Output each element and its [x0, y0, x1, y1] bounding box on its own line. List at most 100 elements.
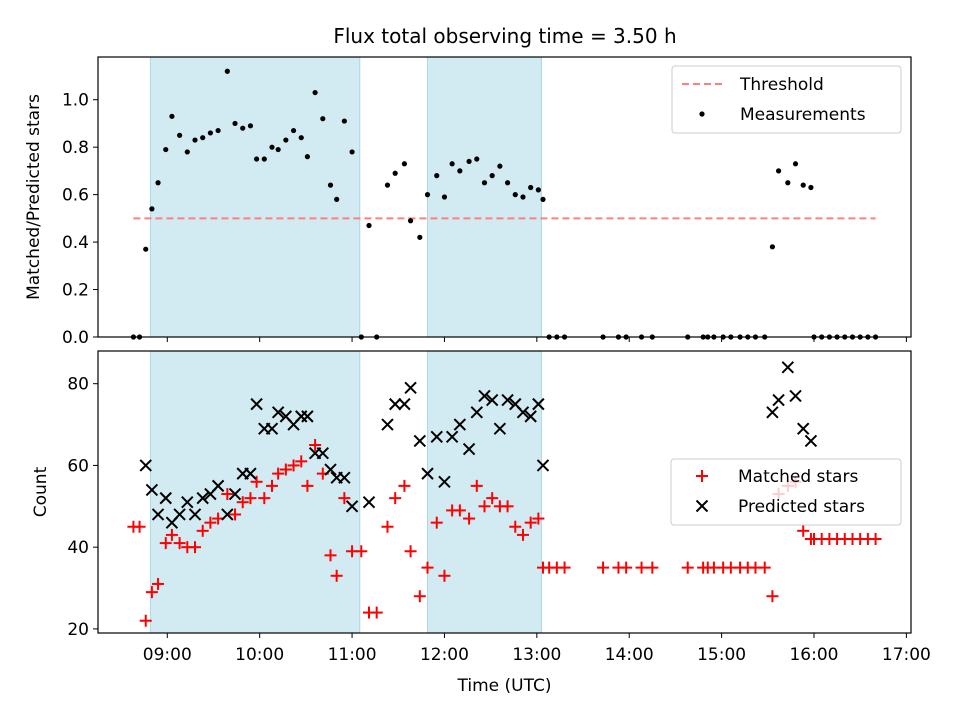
cross-stroke-b	[485, 393, 499, 407]
matched-star-point	[287, 459, 300, 472]
x-tick-label: 09:00	[143, 645, 192, 665]
measurement-point	[528, 184, 534, 191]
matched-star-point	[524, 516, 537, 529]
cross-stroke-b	[509, 397, 522, 411]
measurement-point	[769, 244, 776, 250]
predicted-star-point	[159, 491, 172, 505]
matched-star-point	[413, 590, 426, 603]
cross-stroke-b	[345, 500, 359, 513]
legend-measurements-label: Measurements	[740, 105, 866, 125]
cross-stroke-b	[501, 393, 514, 407]
measurement-point	[304, 154, 311, 160]
measurement-point	[424, 192, 431, 198]
predicted-star-point	[453, 418, 467, 431]
measurement-point	[275, 146, 281, 153]
predicted-star-point	[324, 463, 337, 476]
legend-cross-mark	[695, 499, 709, 513]
y-tick-label: 60	[67, 456, 89, 476]
x-tick-label: 13:00	[512, 645, 561, 665]
measurement-point	[785, 180, 791, 186]
predicted-star-point	[173, 508, 186, 521]
predicted-star-point	[445, 430, 459, 444]
matched-star-point	[509, 520, 522, 533]
measurement-point	[184, 149, 190, 155]
shaded-interval-1	[149, 56, 361, 338]
cross-stroke-b	[221, 508, 234, 521]
matched-star-point	[258, 492, 271, 505]
measurement-point	[366, 222, 372, 229]
bottom-legend: Matched stars Predicted stars	[670, 458, 902, 526]
matched-star-point	[145, 586, 158, 599]
legend-predicted-swatch	[695, 499, 709, 513]
cross-stroke-b	[151, 508, 165, 521]
predicted-star-point	[381, 418, 394, 431]
predicted-star-point	[145, 483, 159, 497]
cross-stroke-b	[493, 422, 507, 435]
measurement-point	[320, 116, 326, 122]
legend-predicted-label: Predicted stars	[738, 497, 865, 517]
measurement-point	[540, 196, 546, 202]
measurement-point	[290, 127, 297, 134]
predicted-star-point	[228, 487, 242, 501]
matched-star-point	[279, 463, 292, 476]
cross-stroke-b	[470, 406, 483, 419]
measurement-point	[417, 234, 423, 240]
measurement-point	[800, 182, 806, 188]
measurement-point	[177, 132, 183, 138]
matched-star-point	[295, 455, 308, 468]
measurement-point	[327, 182, 334, 188]
y-tick-label: 20	[67, 620, 89, 640]
predicted-star-point	[221, 508, 234, 521]
predicted-star-point	[438, 475, 451, 488]
measurement-point	[253, 156, 260, 162]
cross-stroke-b	[430, 430, 443, 444]
predicted-star-point	[196, 491, 209, 505]
predicted-star-point	[772, 393, 785, 407]
cross-stroke-b	[445, 430, 459, 444]
cross-stroke-b	[404, 381, 417, 394]
matched-star-point	[404, 545, 417, 558]
shaded-interval-1	[149, 350, 361, 634]
cross-stroke-b	[173, 508, 186, 521]
matched-star-point	[620, 561, 633, 574]
matched-star-point	[330, 569, 343, 582]
cross-stroke-b	[324, 463, 337, 476]
legend-measurements-swatch	[699, 111, 705, 117]
cross-stroke-b	[516, 406, 530, 419]
x-tick-label: 17:00	[882, 645, 931, 665]
bottom-plot-frame	[97, 350, 912, 634]
measurement-point	[163, 146, 169, 153]
cross-stroke-b	[413, 434, 427, 448]
y-tick-label: 0.4	[62, 233, 89, 253]
matched-star-point	[301, 479, 314, 492]
matched-star-point	[597, 561, 610, 574]
cross-stroke-b	[421, 467, 434, 480]
measurement-point	[298, 135, 304, 141]
predicted-star-point	[139, 459, 152, 472]
matched-star-point	[165, 528, 178, 541]
top-plot-frame	[97, 56, 912, 338]
measurement-point	[334, 196, 340, 202]
matched-star-point	[189, 541, 202, 554]
matched-star-point	[438, 569, 451, 582]
cross-stroke-b	[781, 361, 795, 374]
measurement-point	[149, 206, 155, 212]
matched-star-point	[486, 492, 499, 505]
cross-stroke-b	[381, 418, 394, 431]
x-tick-label: 10:00	[235, 645, 284, 665]
predicted-star-point	[404, 381, 417, 394]
top-y-axis-label: Matched/Predicted stars	[24, 94, 44, 300]
cross-stroke-b	[453, 418, 467, 431]
matched-star-point	[681, 561, 694, 574]
measurement-point	[434, 173, 440, 179]
predicted-star-point	[421, 467, 434, 480]
predicted-star-point	[493, 422, 507, 435]
cross-stroke-b	[228, 487, 242, 501]
x-tick-label: 15:00	[697, 645, 746, 665]
cross-stroke-b	[362, 496, 376, 509]
predicted-star-point	[516, 406, 530, 419]
bottom-y-ticks: 20 40 60 80	[67, 375, 98, 640]
bottom-y-axis-label: Count	[31, 466, 51, 517]
matched-star-point	[635, 561, 648, 574]
cross-stroke-b	[271, 406, 285, 419]
